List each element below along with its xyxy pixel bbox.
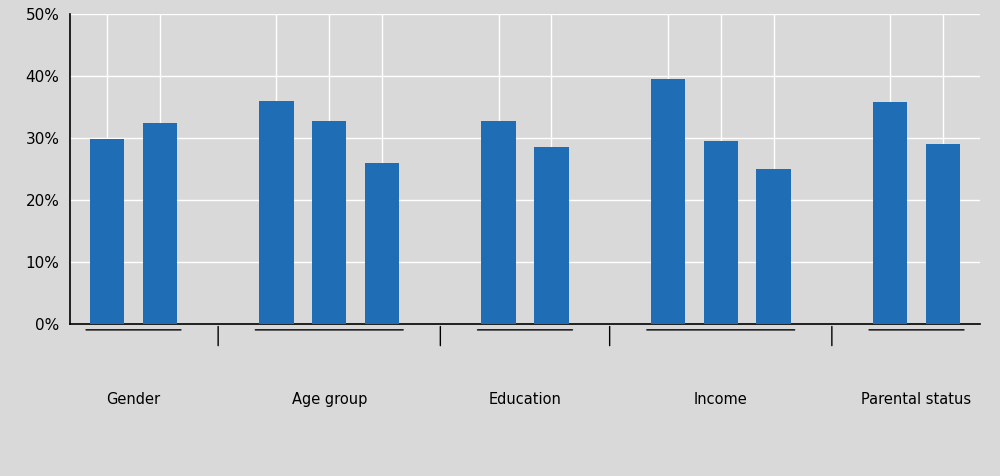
- Bar: [651, 79, 685, 324]
- Bar: [312, 121, 346, 324]
- Bar: [704, 141, 738, 324]
- Bar: [756, 169, 791, 324]
- Text: Gender: Gender: [106, 392, 161, 407]
- Bar: [926, 144, 960, 324]
- Bar: [259, 101, 294, 324]
- Text: Parental status: Parental status: [861, 392, 972, 407]
- Text: Age group: Age group: [292, 392, 367, 407]
- Bar: [90, 139, 124, 324]
- Bar: [481, 121, 516, 324]
- Text: Income: Income: [694, 392, 748, 407]
- Bar: [873, 102, 907, 324]
- Bar: [534, 148, 569, 324]
- Bar: [365, 163, 399, 324]
- Bar: [143, 123, 177, 324]
- Text: Education: Education: [489, 392, 561, 407]
